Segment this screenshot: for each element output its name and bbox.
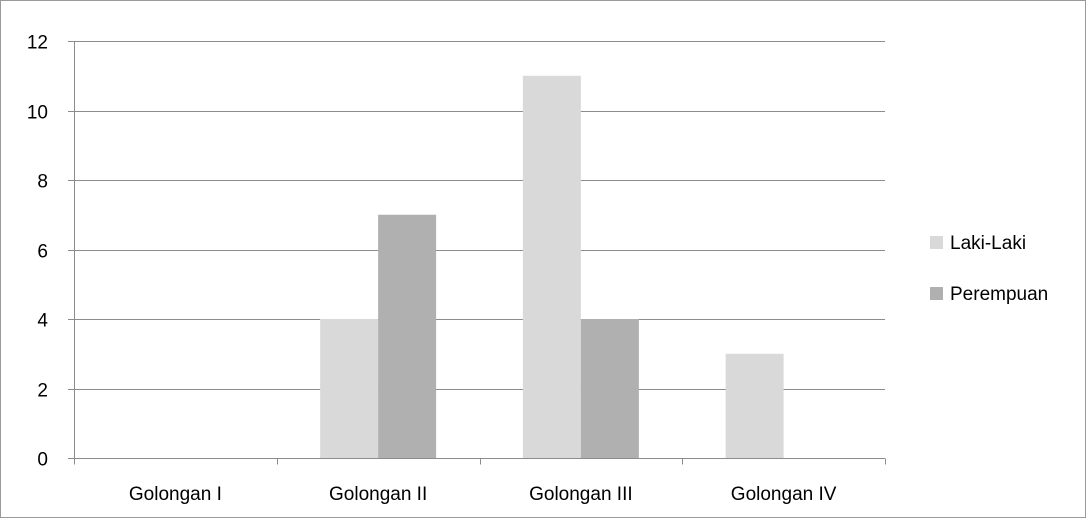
bars: [320, 75, 784, 458]
x-tick-labels: Golongan I Golongan II Golongan III Golonga…: [129, 484, 837, 505]
legend: Laki-Laki Perempuan: [930, 233, 1048, 305]
legend-label: Laki-Laki: [950, 233, 1026, 254]
y-tick-label: 0: [37, 450, 48, 471]
y-tick-label: 2: [37, 381, 48, 402]
bar-laki-laki-2: [320, 319, 379, 458]
x-tick-label: Golongan III: [529, 484, 633, 505]
y-tick-label: 10: [27, 103, 48, 124]
x-tick-label: Golongan I: [129, 484, 222, 505]
y-tick-labels: 0 2 4 6 8 10 12: [27, 33, 49, 471]
legend-swatch: [930, 236, 943, 249]
x-tick-label: Golongan IV: [731, 484, 837, 505]
bar-perempuan-3: [580, 319, 639, 458]
y-tick-label: 8: [37, 172, 48, 193]
bar-laki-laki-3: [522, 75, 581, 458]
legend-label: Perempuan: [950, 284, 1048, 305]
legend-swatch: [930, 287, 943, 300]
x-tick-label: Golongan II: [329, 484, 427, 505]
bar-perempuan-2: [378, 214, 437, 458]
y-tick-label: 12: [27, 33, 48, 54]
y-tick-label: 6: [37, 242, 48, 263]
axes: [74, 41, 886, 465]
bar-laki-laki-4: [725, 353, 784, 458]
y-tick-label: 4: [37, 311, 48, 332]
